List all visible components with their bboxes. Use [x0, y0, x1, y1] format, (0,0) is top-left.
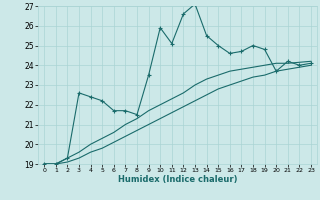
X-axis label: Humidex (Indice chaleur): Humidex (Indice chaleur): [118, 175, 237, 184]
